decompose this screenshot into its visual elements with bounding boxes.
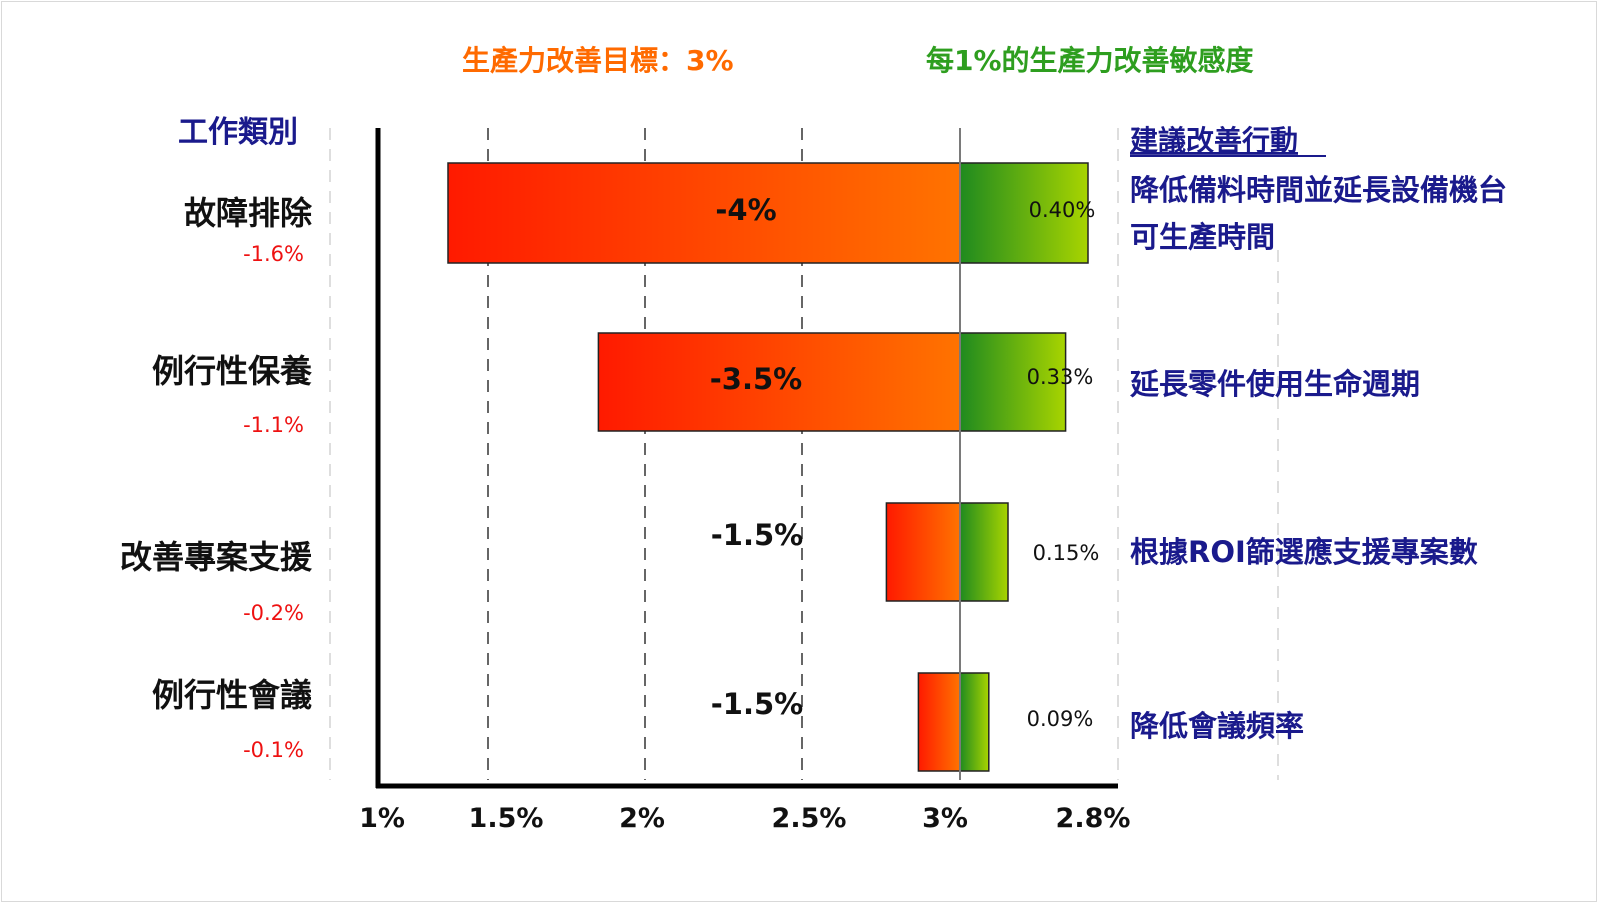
x-tick-label-3: 2% bbox=[619, 803, 665, 834]
category-label-4: 例行性會議 bbox=[152, 676, 312, 714]
x-ticks-group: 1% 1.5% 2% 2.5% 3% 2.8% bbox=[359, 803, 1130, 834]
category-label-3: 改善專案支援 bbox=[120, 538, 313, 576]
category-label-1: 故障排除 bbox=[184, 194, 313, 232]
bar-positive-label-3: 0.15% bbox=[1033, 541, 1100, 565]
category-value-4: -0.1% bbox=[243, 738, 304, 762]
bar-negative-label-2: -3.5% bbox=[710, 362, 802, 396]
action-text-1-1: 降低備料時間並延長設備機台 bbox=[1130, 173, 1507, 207]
bar-positive-label-2: 0.33% bbox=[1027, 365, 1094, 389]
bar-negative-2 bbox=[597, 332, 961, 432]
x-tick-label-4: 2.5% bbox=[772, 803, 847, 834]
bar-positive-label-4: 0.09% bbox=[1027, 707, 1094, 731]
bar-negative-label-3: -1.5% bbox=[711, 518, 803, 552]
title-sensitivity: 每1%的生產力改善敏感度 bbox=[926, 44, 1254, 77]
x-tick-label-2: 1.5% bbox=[469, 803, 544, 834]
bar-negative-4 bbox=[917, 672, 961, 772]
x-tick-label-1: 1% bbox=[359, 803, 405, 834]
category-header: 工作類別 bbox=[178, 115, 298, 150]
action-header: 建議改善行動 bbox=[1130, 124, 1298, 157]
title-target: 生產力改善目標：3% bbox=[462, 44, 734, 77]
action-text-1-2: 可生產時間 bbox=[1130, 220, 1275, 254]
category-value-3: -0.2% bbox=[243, 601, 304, 625]
bar-negative-label-4: -1.5% bbox=[711, 687, 803, 721]
bar-negative-1 bbox=[447, 162, 961, 264]
bar-negative-3 bbox=[885, 502, 961, 602]
bar-positive-label-1: 0.40% bbox=[1029, 198, 1096, 222]
actions-group: 降低備料時間並延長設備機台可生產時間延長零件使用生命週期根據ROI篩選應支援專案… bbox=[1129, 173, 1507, 743]
action-text-3-1: 根據ROI篩選應支援專案數 bbox=[1130, 535, 1478, 569]
bar-negative-label-1: -4% bbox=[715, 193, 776, 227]
bar-positive-1 bbox=[959, 162, 1089, 264]
bar-positive-3 bbox=[959, 502, 1009, 602]
action-text-2-1: 延長零件使用生命週期 bbox=[1129, 367, 1420, 401]
x-tick-label-5: 3% bbox=[922, 803, 968, 834]
x-tick-label-6: 2.8% bbox=[1056, 803, 1131, 834]
labels-group: 故障排除 -1.6% -4% 0.40% 例行性保養 -1.1% -3.5% 0.33% 改善專… bbox=[120, 193, 1099, 762]
bar-positive-4 bbox=[959, 672, 990, 772]
category-label-2: 例行性保養 bbox=[152, 352, 312, 390]
bars-group bbox=[447, 162, 1089, 772]
action-text-4-1: 降低會議頻率 bbox=[1130, 709, 1304, 743]
category-value-1: -1.6% bbox=[243, 242, 304, 266]
category-value-2: -1.1% bbox=[243, 413, 304, 437]
